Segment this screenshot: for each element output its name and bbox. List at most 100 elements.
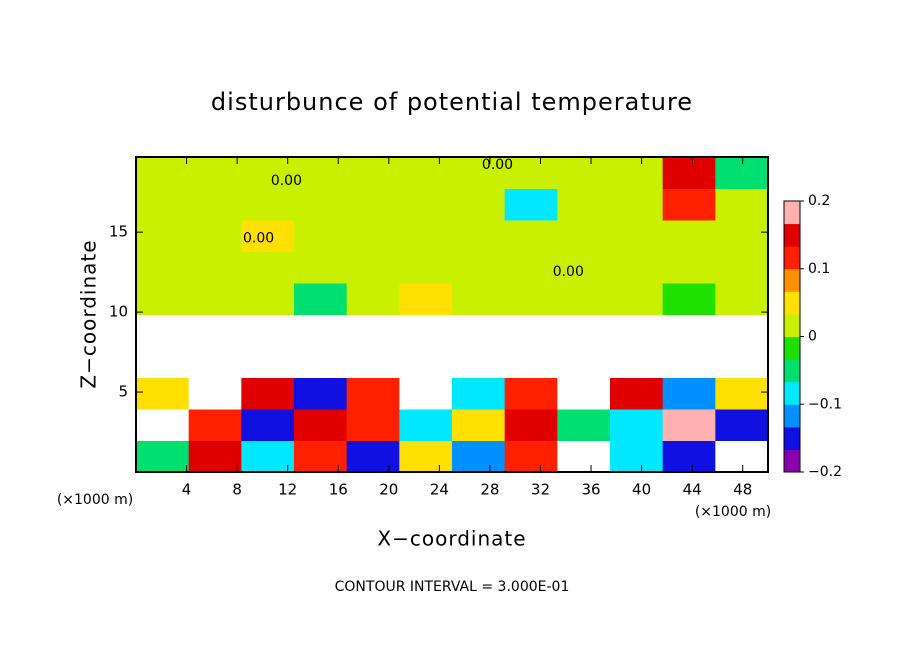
heat-cell [452, 220, 506, 252]
heat-cell [241, 251, 295, 284]
heat-cell [452, 188, 506, 221]
heat-cell [504, 220, 558, 252]
heat-cell [715, 188, 769, 221]
heat-cell [452, 346, 506, 378]
heat-cell [294, 283, 348, 315]
heat-cell [504, 377, 558, 410]
heat-cell [715, 346, 769, 378]
heat-cell [557, 377, 611, 410]
heat-cell [136, 377, 190, 410]
heat-cell [188, 283, 242, 315]
heat-cell [399, 377, 453, 410]
heat-cell [188, 314, 242, 347]
heat-cell [557, 409, 611, 441]
heat-cell [504, 157, 558, 189]
heat-cell [188, 220, 242, 252]
heat-cell [346, 346, 400, 378]
heat-cell [136, 409, 190, 441]
heat-cell [557, 251, 611, 284]
heat-cell [346, 377, 400, 410]
chart-title: disturbunce of potential temperature [211, 88, 693, 116]
contour-label: 0.00 [243, 231, 274, 247]
heat-cell [346, 314, 400, 347]
plot-frame [135, 156, 769, 473]
heat-cell [610, 251, 664, 284]
heat-cell [452, 251, 506, 284]
colorbar-segment [784, 449, 800, 473]
colorbar-tick-label: 0.1 [808, 261, 830, 277]
heat-cell [399, 220, 453, 252]
x-tick-label: 36 [581, 481, 600, 499]
heat-cell [346, 283, 400, 315]
contour-label: 0.00 [271, 173, 302, 189]
heat-cell [662, 188, 716, 221]
heat-cell [504, 314, 558, 347]
heat-cell [294, 220, 348, 252]
heat-cell [610, 220, 664, 252]
x-tick-label: 24 [430, 481, 449, 499]
colorbar-tick-label: 0 [808, 329, 817, 345]
heat-cell [662, 409, 716, 441]
colorbar-segment [784, 404, 800, 428]
heat-cell [241, 283, 295, 315]
heat-cell [715, 314, 769, 347]
heat-cell [346, 220, 400, 252]
heat-cell [662, 251, 716, 284]
heat-cell [399, 283, 453, 315]
heat-cell [241, 409, 295, 441]
colorbar-segment [784, 291, 800, 315]
heat-cell [452, 377, 506, 410]
x-tick-label: 32 [531, 481, 550, 499]
colorbar-tick-label: −0.2 [808, 464, 842, 480]
heat-cell [346, 188, 400, 221]
colorbar-tick-label: 0.2 [808, 193, 830, 209]
heat-cell [346, 157, 400, 189]
x-axis-label: X−coordinate [377, 527, 526, 551]
heat-cell [504, 409, 558, 441]
colorbar-segment [784, 268, 800, 292]
heat-cell [504, 251, 558, 284]
x-tick-label: 12 [278, 481, 297, 499]
heat-cell [662, 283, 716, 315]
colorbar-segment [784, 223, 800, 247]
heat-cell [136, 283, 190, 315]
heat-cell [715, 220, 769, 252]
heat-cell [610, 409, 664, 441]
heat-cell [294, 377, 348, 410]
heat-cell [241, 346, 295, 378]
x-unit: (×1000 m) [695, 504, 771, 520]
heat-cell [241, 220, 295, 252]
x-tick-label: 16 [329, 481, 348, 499]
colorbar-segment [784, 246, 800, 270]
heat-cell [610, 283, 664, 315]
heat-cell [136, 346, 190, 378]
y-tick-label: 15 [109, 223, 128, 241]
heat-cell [452, 440, 506, 473]
heat-cell [241, 377, 295, 410]
heat-cell [294, 346, 348, 378]
heat-cell [399, 157, 453, 189]
colorbar-segment [784, 426, 800, 450]
x-tick-label: 20 [379, 481, 398, 499]
heat-cell [504, 283, 558, 315]
heat-cell [504, 188, 558, 221]
x-tick-label: 40 [632, 481, 651, 499]
x-tick-label: 8 [232, 481, 242, 499]
colorbar-tick-label: −0.1 [808, 396, 842, 412]
heat-cell [241, 314, 295, 347]
colorbar-segment [784, 381, 800, 405]
colorbar-segment [784, 201, 800, 225]
heat-cell [399, 188, 453, 221]
heat-cell [715, 440, 769, 473]
x-tick-label: 48 [733, 481, 752, 499]
heat-cell [346, 251, 400, 284]
heat-cell [294, 251, 348, 284]
heat-cell [399, 409, 453, 441]
heat-cell [557, 440, 611, 473]
heat-cell [188, 157, 242, 189]
heat-cell [662, 377, 716, 410]
heat-cell [188, 346, 242, 378]
heat-cell [452, 283, 506, 315]
heat-cell [294, 188, 348, 221]
y-tick-label: 10 [109, 303, 128, 321]
